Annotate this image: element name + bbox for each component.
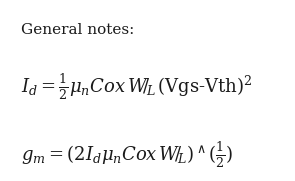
Text: General notes:: General notes: xyxy=(21,23,134,37)
Text: $g_m{=}(2I_d\mu_n Cox\,\mathit{W}\!/\!_{L})^\wedge(\frac{1}{2})$: $g_m{=}(2I_d\mu_n Cox\,\mathit{W}\!/\!_{… xyxy=(21,140,233,170)
Text: $I_d{=}\frac{1}{2}\mu_n Cox\,\mathit{W}\!/\!_L\,(\mathrm{Vgs\text{-}Vth})^2$: $I_d{=}\frac{1}{2}\mu_n Cox\,\mathit{W}\… xyxy=(21,73,252,102)
